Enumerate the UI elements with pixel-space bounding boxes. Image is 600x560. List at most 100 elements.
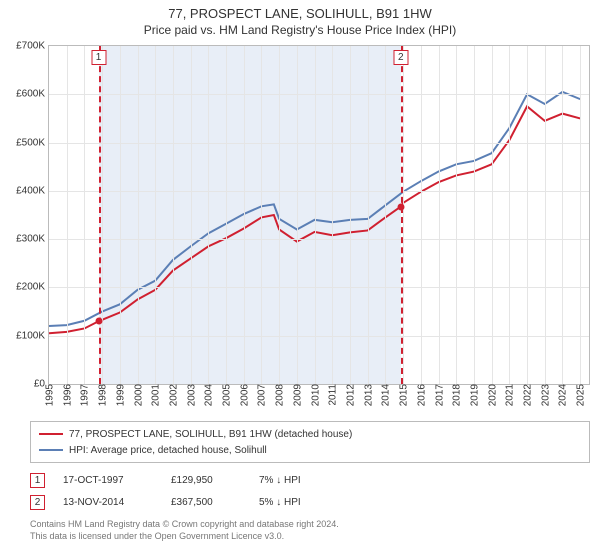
xtick-label: 2001 [149, 384, 162, 406]
legend-item: HPI: Average price, detached house, Soli… [39, 442, 581, 458]
gridline [261, 46, 262, 384]
gridline [368, 46, 369, 384]
xtick-label: 1999 [113, 384, 126, 406]
gridline [332, 46, 333, 384]
gridline [173, 46, 174, 384]
xtick-label: 2024 [556, 384, 569, 406]
xtick-label: 2008 [273, 384, 286, 406]
gridline [474, 46, 475, 384]
sale-price: £367,500 [171, 497, 241, 508]
sale-row: 1 17-OCT-1997 £129,950 7% ↓ HPI [30, 469, 590, 491]
gridline [49, 287, 589, 288]
sale-delta: 5% ↓ HPI [259, 497, 349, 508]
gridline [279, 46, 280, 384]
gridline [421, 46, 422, 384]
ytick-label: £300K [16, 234, 49, 245]
gridline [509, 46, 510, 384]
sale-row: 2 13-NOV-2014 £367,500 5% ↓ HPI [30, 491, 590, 513]
sale-badge: 2 [30, 495, 45, 510]
gridline [527, 46, 528, 384]
ytick-label: £600K [16, 89, 49, 100]
sale-date: 17-OCT-1997 [63, 475, 153, 486]
title-block: 77, PROSPECT LANE, SOLIHULL, B91 1HW Pri… [0, 0, 600, 39]
xtick-label: 2010 [308, 384, 321, 406]
gridline [120, 46, 121, 384]
gridline [49, 143, 589, 144]
gridline [562, 46, 563, 384]
xtick-label: 2013 [361, 384, 374, 406]
gridline [456, 46, 457, 384]
plotline [99, 46, 101, 384]
xtick-label: 2005 [220, 384, 233, 406]
legend-item: 77, PROSPECT LANE, SOLIHULL, B91 1HW (de… [39, 426, 581, 442]
gridline [49, 239, 589, 240]
xtick-label: 2009 [290, 384, 303, 406]
gridline [492, 46, 493, 384]
xtick-label: 2018 [450, 384, 463, 406]
gridline [350, 46, 351, 384]
legend-label: HPI: Average price, detached house, Soli… [69, 445, 267, 456]
gridline [208, 46, 209, 384]
xtick-label: 1997 [78, 384, 91, 406]
xtick-label: 2012 [343, 384, 356, 406]
ytick-label: £400K [16, 185, 49, 196]
xtick-label: 2016 [414, 384, 427, 406]
xtick-label: 2017 [432, 384, 445, 406]
gridline [385, 46, 386, 384]
gridline [297, 46, 298, 384]
sale-price: £129,950 [171, 475, 241, 486]
xtick-label: 1996 [60, 384, 73, 406]
gridline [244, 46, 245, 384]
series-svg [49, 46, 589, 384]
legend-label: 77, PROSPECT LANE, SOLIHULL, B91 1HW (de… [69, 429, 352, 440]
footnote: Contains HM Land Registry data © Crown c… [30, 519, 590, 542]
xtick-label: 2021 [503, 384, 516, 406]
gridline [102, 46, 103, 384]
xtick-label: 2014 [379, 384, 392, 406]
xtick-label: 2015 [397, 384, 410, 406]
plotline [401, 46, 403, 384]
legend-swatch [39, 433, 63, 435]
gridline [67, 46, 68, 384]
xtick-label: 1995 [43, 384, 56, 406]
xtick-label: 2019 [467, 384, 480, 406]
gridline [155, 46, 156, 384]
xtick-label: 1998 [96, 384, 109, 406]
ytick-label: £700K [16, 41, 49, 52]
gridline [226, 46, 227, 384]
legend: 77, PROSPECT LANE, SOLIHULL, B91 1HW (de… [30, 421, 590, 463]
gridline [191, 46, 192, 384]
sale-badge: 1 [30, 473, 45, 488]
gridline [439, 46, 440, 384]
ytick-label: £200K [16, 282, 49, 293]
xtick-label: 2023 [538, 384, 551, 406]
xtick-label: 2022 [521, 384, 534, 406]
xtick-label: 2011 [326, 384, 339, 406]
xtick-label: 2020 [485, 384, 498, 406]
gridline [403, 46, 404, 384]
sale-delta: 7% ↓ HPI [259, 475, 349, 486]
title-main: 77, PROSPECT LANE, SOLIHULL, B91 1HW [0, 6, 600, 21]
xtick-label: 2003 [184, 384, 197, 406]
footnote-line: Contains HM Land Registry data © Crown c… [30, 519, 590, 531]
xtick-label: 2006 [237, 384, 250, 406]
plotline-label: 1 [91, 50, 106, 65]
title-sub: Price paid vs. HM Land Registry's House … [0, 23, 600, 37]
legend-swatch [39, 449, 63, 451]
sales-table: 1 17-OCT-1997 £129,950 7% ↓ HPI 2 13-NOV… [30, 469, 590, 513]
xtick-label: 2025 [574, 384, 587, 406]
gridline [138, 46, 139, 384]
xtick-label: 2004 [202, 384, 215, 406]
xtick-label: 2002 [166, 384, 179, 406]
gridline [545, 46, 546, 384]
gridline [315, 46, 316, 384]
chart-container: 77, PROSPECT LANE, SOLIHULL, B91 1HW Pri… [0, 0, 600, 560]
sale-marker [95, 318, 102, 325]
gridline [49, 94, 589, 95]
gridline [49, 191, 589, 192]
gridline [580, 46, 581, 384]
xtick-label: 2007 [255, 384, 268, 406]
gridline [49, 336, 589, 337]
ytick-label: £100K [16, 330, 49, 341]
plotline-label: 2 [393, 50, 408, 65]
